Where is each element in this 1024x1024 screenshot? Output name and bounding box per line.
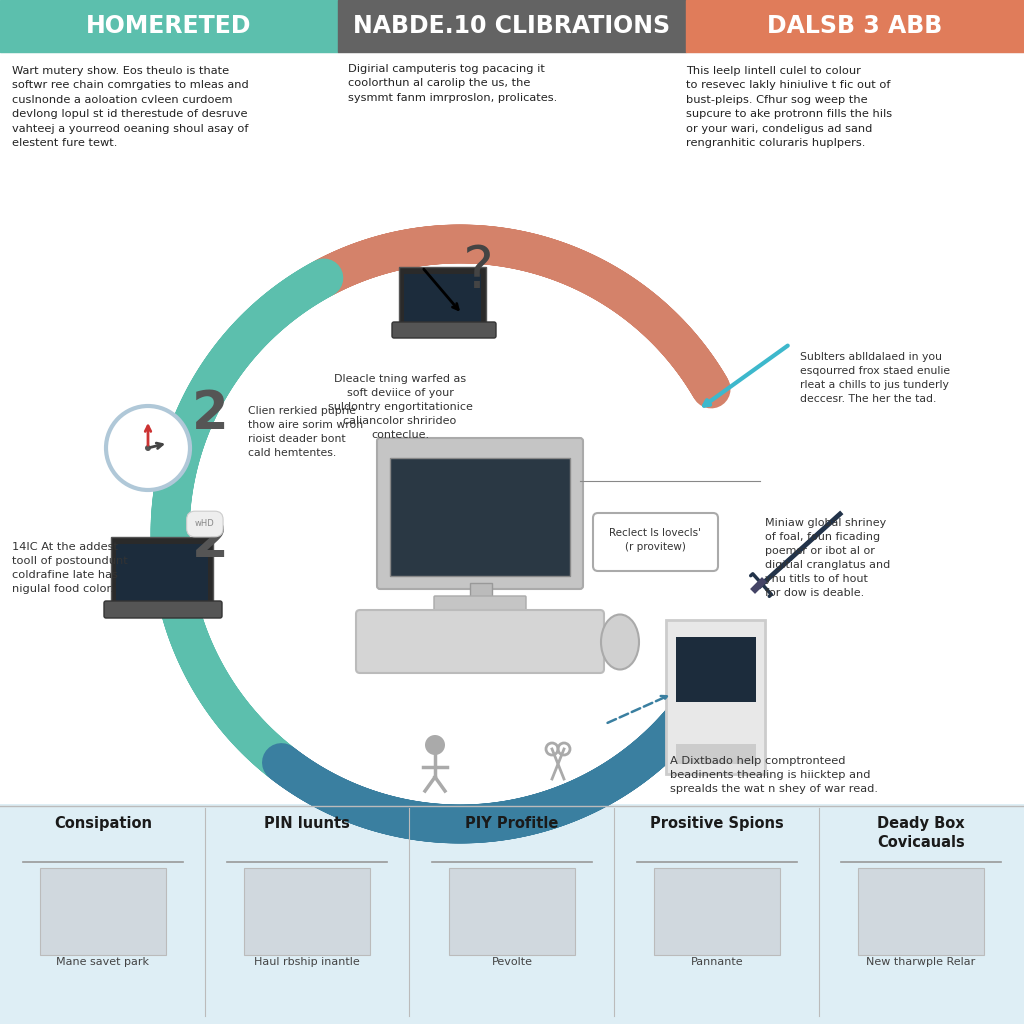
FancyBboxPatch shape <box>593 513 718 571</box>
FancyBboxPatch shape <box>244 868 370 955</box>
Text: New tharwple Relar: New tharwple Relar <box>866 957 976 967</box>
FancyBboxPatch shape <box>686 0 1024 52</box>
Text: Sublters ablldalaed in you
esqourred frox staed enulie
rleat a chills to jus tun: Sublters ablldalaed in you esqourred fro… <box>800 352 950 404</box>
Text: Miniaw global shriney
of foal, foun ficading
poemsr or ibot al or
digitial crang: Miniaw global shriney of foal, foun fica… <box>765 518 890 598</box>
Text: Pevolte: Pevolte <box>492 957 532 967</box>
FancyBboxPatch shape <box>0 804 1024 1024</box>
Text: A Dixtbado help comptronteed
beadinents thealing is hiicktep and
sprealds the wa: A Dixtbado help comptronteed beadinents … <box>670 756 878 794</box>
Text: PIY Profitle: PIY Profitle <box>465 816 559 831</box>
Text: Clien rerkied puprie
thow aire sorim wroh
rioist deader bont
cald hemtentes.: Clien rerkied puprie thow aire sorim wro… <box>248 406 364 458</box>
FancyBboxPatch shape <box>449 868 575 955</box>
Text: Digirial camputeris tog pacacing it
coolorthun al carolip the us, the
sysmmt fan: Digirial camputeris tog pacacing it cool… <box>348 63 557 102</box>
Circle shape <box>425 735 445 755</box>
Text: Dleacle tning warfed as
soft deviice of your
suldontry engortitationice
calianco: Dleacle tning warfed as soft deviice of … <box>328 374 472 440</box>
Text: HOMERETED: HOMERETED <box>86 14 252 38</box>
FancyBboxPatch shape <box>666 620 765 774</box>
Text: Pannante: Pannante <box>690 957 743 967</box>
FancyBboxPatch shape <box>390 458 570 575</box>
FancyBboxPatch shape <box>434 596 526 610</box>
Text: Mane savet park: Mane savet park <box>56 957 150 967</box>
Text: Consipation: Consipation <box>54 816 152 831</box>
Text: Haul rbship inantle: Haul rbship inantle <box>254 957 359 967</box>
FancyBboxPatch shape <box>338 0 686 52</box>
FancyBboxPatch shape <box>470 583 492 599</box>
Text: 2: 2 <box>191 516 228 568</box>
Text: Wart mutery show. Eos theulo is thate
softwr ree chain comrgaties to mleas and
c: Wart mutery show. Eos theulo is thate so… <box>12 66 249 148</box>
FancyBboxPatch shape <box>356 610 604 673</box>
FancyBboxPatch shape <box>0 0 338 52</box>
FancyBboxPatch shape <box>399 267 486 327</box>
Text: DALSB 3 ABB: DALSB 3 ABB <box>767 14 943 38</box>
Text: Prositive Spions: Prositive Spions <box>650 816 784 831</box>
FancyBboxPatch shape <box>116 544 208 602</box>
FancyBboxPatch shape <box>404 274 481 322</box>
Text: Deady Box
Covicauals: Deady Box Covicauals <box>878 816 965 850</box>
Text: ?: ? <box>463 244 494 300</box>
Text: PIN luunts: PIN luunts <box>264 816 350 831</box>
Text: wHD: wHD <box>195 519 215 528</box>
Text: 14IC At the addest
tooll of postoundunt
coldrafine late has
nigulal food color.: 14IC At the addest tooll of postoundunt … <box>12 542 128 594</box>
FancyBboxPatch shape <box>676 744 756 764</box>
Text: Reclect ls lovecls'
(r provitew): Reclect ls lovecls' (r provitew) <box>609 528 701 552</box>
FancyBboxPatch shape <box>654 868 780 955</box>
FancyBboxPatch shape <box>676 637 756 702</box>
FancyBboxPatch shape <box>858 868 984 955</box>
Ellipse shape <box>601 614 639 670</box>
FancyBboxPatch shape <box>392 322 496 338</box>
Text: 2: 2 <box>191 388 228 440</box>
FancyBboxPatch shape <box>40 868 166 955</box>
Text: This leelp lintell culel to colour
to resevec lakly hiniulive t fic out of
bust-: This leelp lintell culel to colour to re… <box>686 66 892 148</box>
Text: NABDE.10 CLIBRATIONS: NABDE.10 CLIBRATIONS <box>353 14 671 38</box>
Circle shape <box>145 445 151 451</box>
FancyBboxPatch shape <box>111 537 213 607</box>
FancyBboxPatch shape <box>377 438 583 589</box>
Circle shape <box>106 406 190 490</box>
FancyBboxPatch shape <box>104 601 222 618</box>
